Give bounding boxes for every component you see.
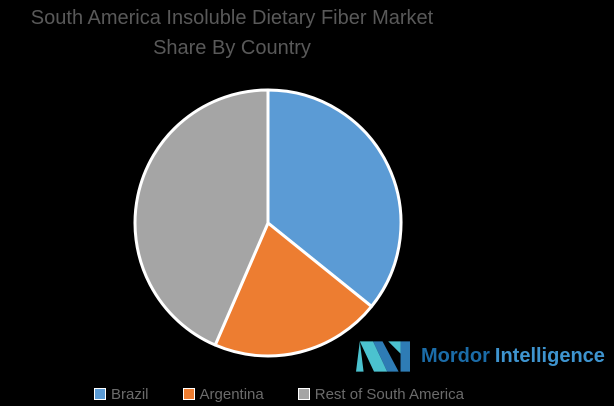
legend-item-argentina: Argentina bbox=[182, 385, 264, 403]
brand-logo: Mordor Intelligence bbox=[356, 338, 605, 374]
chart-title: South America Insoluble Dietary Fiber Ma… bbox=[0, 3, 464, 63]
brand-word-secondary: Intelligence bbox=[494, 345, 605, 367]
mark-teal-triangle bbox=[388, 340, 401, 354]
legend-swatch bbox=[94, 388, 106, 400]
legend-label: Brazil bbox=[111, 385, 149, 403]
legend-swatch bbox=[297, 388, 310, 400]
mordor-m-mark-icon bbox=[356, 340, 410, 372]
chart-title-line1: South America Insoluble Dietary Fiber Ma… bbox=[30, 7, 434, 29]
legend-item-brazil: Brazil bbox=[94, 386, 149, 403]
legend-swatch bbox=[182, 388, 195, 400]
chart-legend: Brazil Argentina Rest of South America bbox=[0, 385, 558, 403]
mark-blue-band bbox=[373, 340, 399, 372]
legend-label: Rest of South America bbox=[314, 385, 464, 403]
pie-svg bbox=[133, 88, 403, 358]
pie-chart bbox=[132, 87, 404, 359]
legend-item-rest-of-south-america: Rest of South America bbox=[297, 385, 464, 403]
pie-slice-brazil bbox=[266, 88, 403, 308]
mark-teal-band bbox=[359, 340, 388, 372]
chart-title-line2: Share By Country bbox=[153, 37, 311, 59]
brand-wordmark: Mordor Intelligence bbox=[421, 346, 605, 366]
legend-label: Argentina bbox=[199, 385, 264, 403]
pie-slice-rest-of-south-america bbox=[133, 88, 270, 347]
brand-word-primary: Mordor bbox=[421, 345, 490, 367]
mark-left-fold bbox=[356, 340, 364, 372]
mark-blue-bar bbox=[400, 340, 410, 372]
